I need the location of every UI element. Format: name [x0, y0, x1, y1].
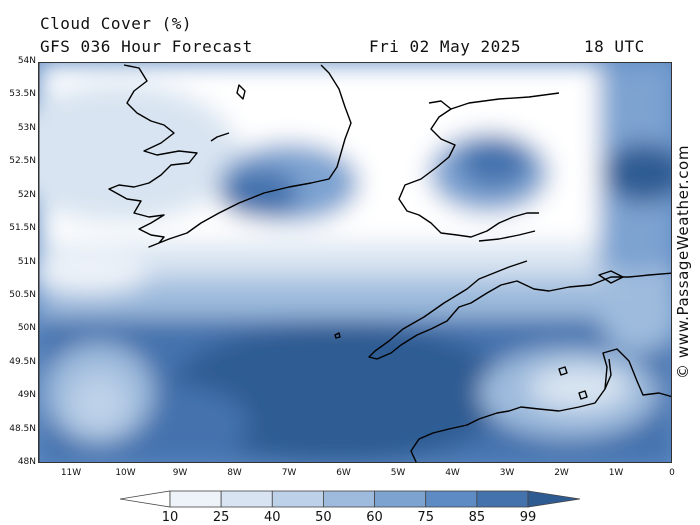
colorbar-label: 85: [468, 510, 486, 525]
forecast-subtitle: GFS 036 Hour Forecast: [40, 37, 253, 56]
lat-label: 50N: [17, 323, 36, 334]
lat-label: 49.5N: [9, 356, 36, 367]
map-canvas: [39, 63, 671, 462]
map-title: Cloud Cover (%): [40, 14, 192, 33]
forecast-date: Fri 02 May 2025: [369, 37, 521, 56]
lon-label: 11W: [60, 468, 82, 478]
wales-north-coast: [450, 92, 560, 110]
lon-label: 10W: [115, 468, 136, 478]
cotentin-coast: [604, 358, 612, 390]
lon-label: 1W: [608, 468, 624, 478]
isle-of-wight: [598, 270, 624, 284]
lat-label: 50.5N: [9, 289, 36, 300]
lat-label: 48N: [17, 457, 36, 467]
lat-label: 54N: [17, 56, 36, 66]
lon-label: 8W: [227, 468, 242, 478]
colorbar-segment: [374, 490, 427, 508]
channel-island: [558, 366, 568, 376]
colorbar-segment: [425, 490, 478, 508]
ireland-coastline: [108, 64, 352, 248]
lon-label: 6W: [336, 468, 351, 478]
colorbar-min-arrow: [119, 490, 171, 508]
channel-island-2: [578, 390, 588, 400]
lon-label: 3W: [499, 468, 515, 478]
colorbar-segment: [169, 490, 222, 508]
lat-label: 48.5N: [9, 423, 36, 434]
lon-label: 9W: [172, 468, 188, 478]
colorbar-label: 25: [212, 510, 230, 525]
forecast-time: 18 UTC: [584, 37, 645, 56]
lat-label: 53N: [17, 122, 36, 133]
lat-label: 51N: [17, 256, 36, 267]
ireland-inlet: [210, 132, 230, 142]
coastlines: [108, 64, 671, 462]
lon-label: 0: [669, 468, 675, 478]
lat-label: 53.5N: [9, 89, 36, 100]
colorbar-segment: [476, 490, 529, 508]
lat-label: 52.5N: [9, 156, 36, 167]
colorbar-label: 75: [417, 510, 434, 525]
colorbar-segment: [220, 490, 273, 508]
lon-label: 4W: [445, 468, 460, 478]
severn-estuary: [478, 230, 536, 242]
wales-coastline: [398, 100, 539, 238]
cloud-field-smooth: [39, 63, 671, 462]
colorbar-segment: [323, 490, 375, 508]
lat-label: 49N: [17, 390, 36, 401]
lon-label: 2W: [554, 468, 569, 478]
colorbar-label: 60: [366, 510, 383, 525]
colorbar-label: 99: [519, 510, 537, 525]
lon-label: 5W: [390, 468, 406, 478]
website-credit: © www.PassageWeather.com: [674, 144, 692, 380]
scilly-isles: [334, 332, 341, 339]
colorbar-label: 40: [264, 510, 281, 525]
colorbar-label: 50: [315, 510, 332, 525]
colorbar-segment: [271, 490, 324, 508]
colorbar-max-arrow: [527, 490, 581, 508]
lat-label: 52N: [17, 189, 36, 200]
cloud-cover-map: [38, 62, 672, 463]
colorbar-label: 10: [161, 510, 179, 525]
colorbar: [119, 490, 581, 508]
ireland-islet: [236, 84, 246, 100]
lat-label: 51.5N: [9, 223, 36, 234]
sw-england-coastline: [368, 260, 671, 360]
brittany-coastline: [410, 348, 671, 462]
lon-label: 7W: [281, 468, 297, 478]
